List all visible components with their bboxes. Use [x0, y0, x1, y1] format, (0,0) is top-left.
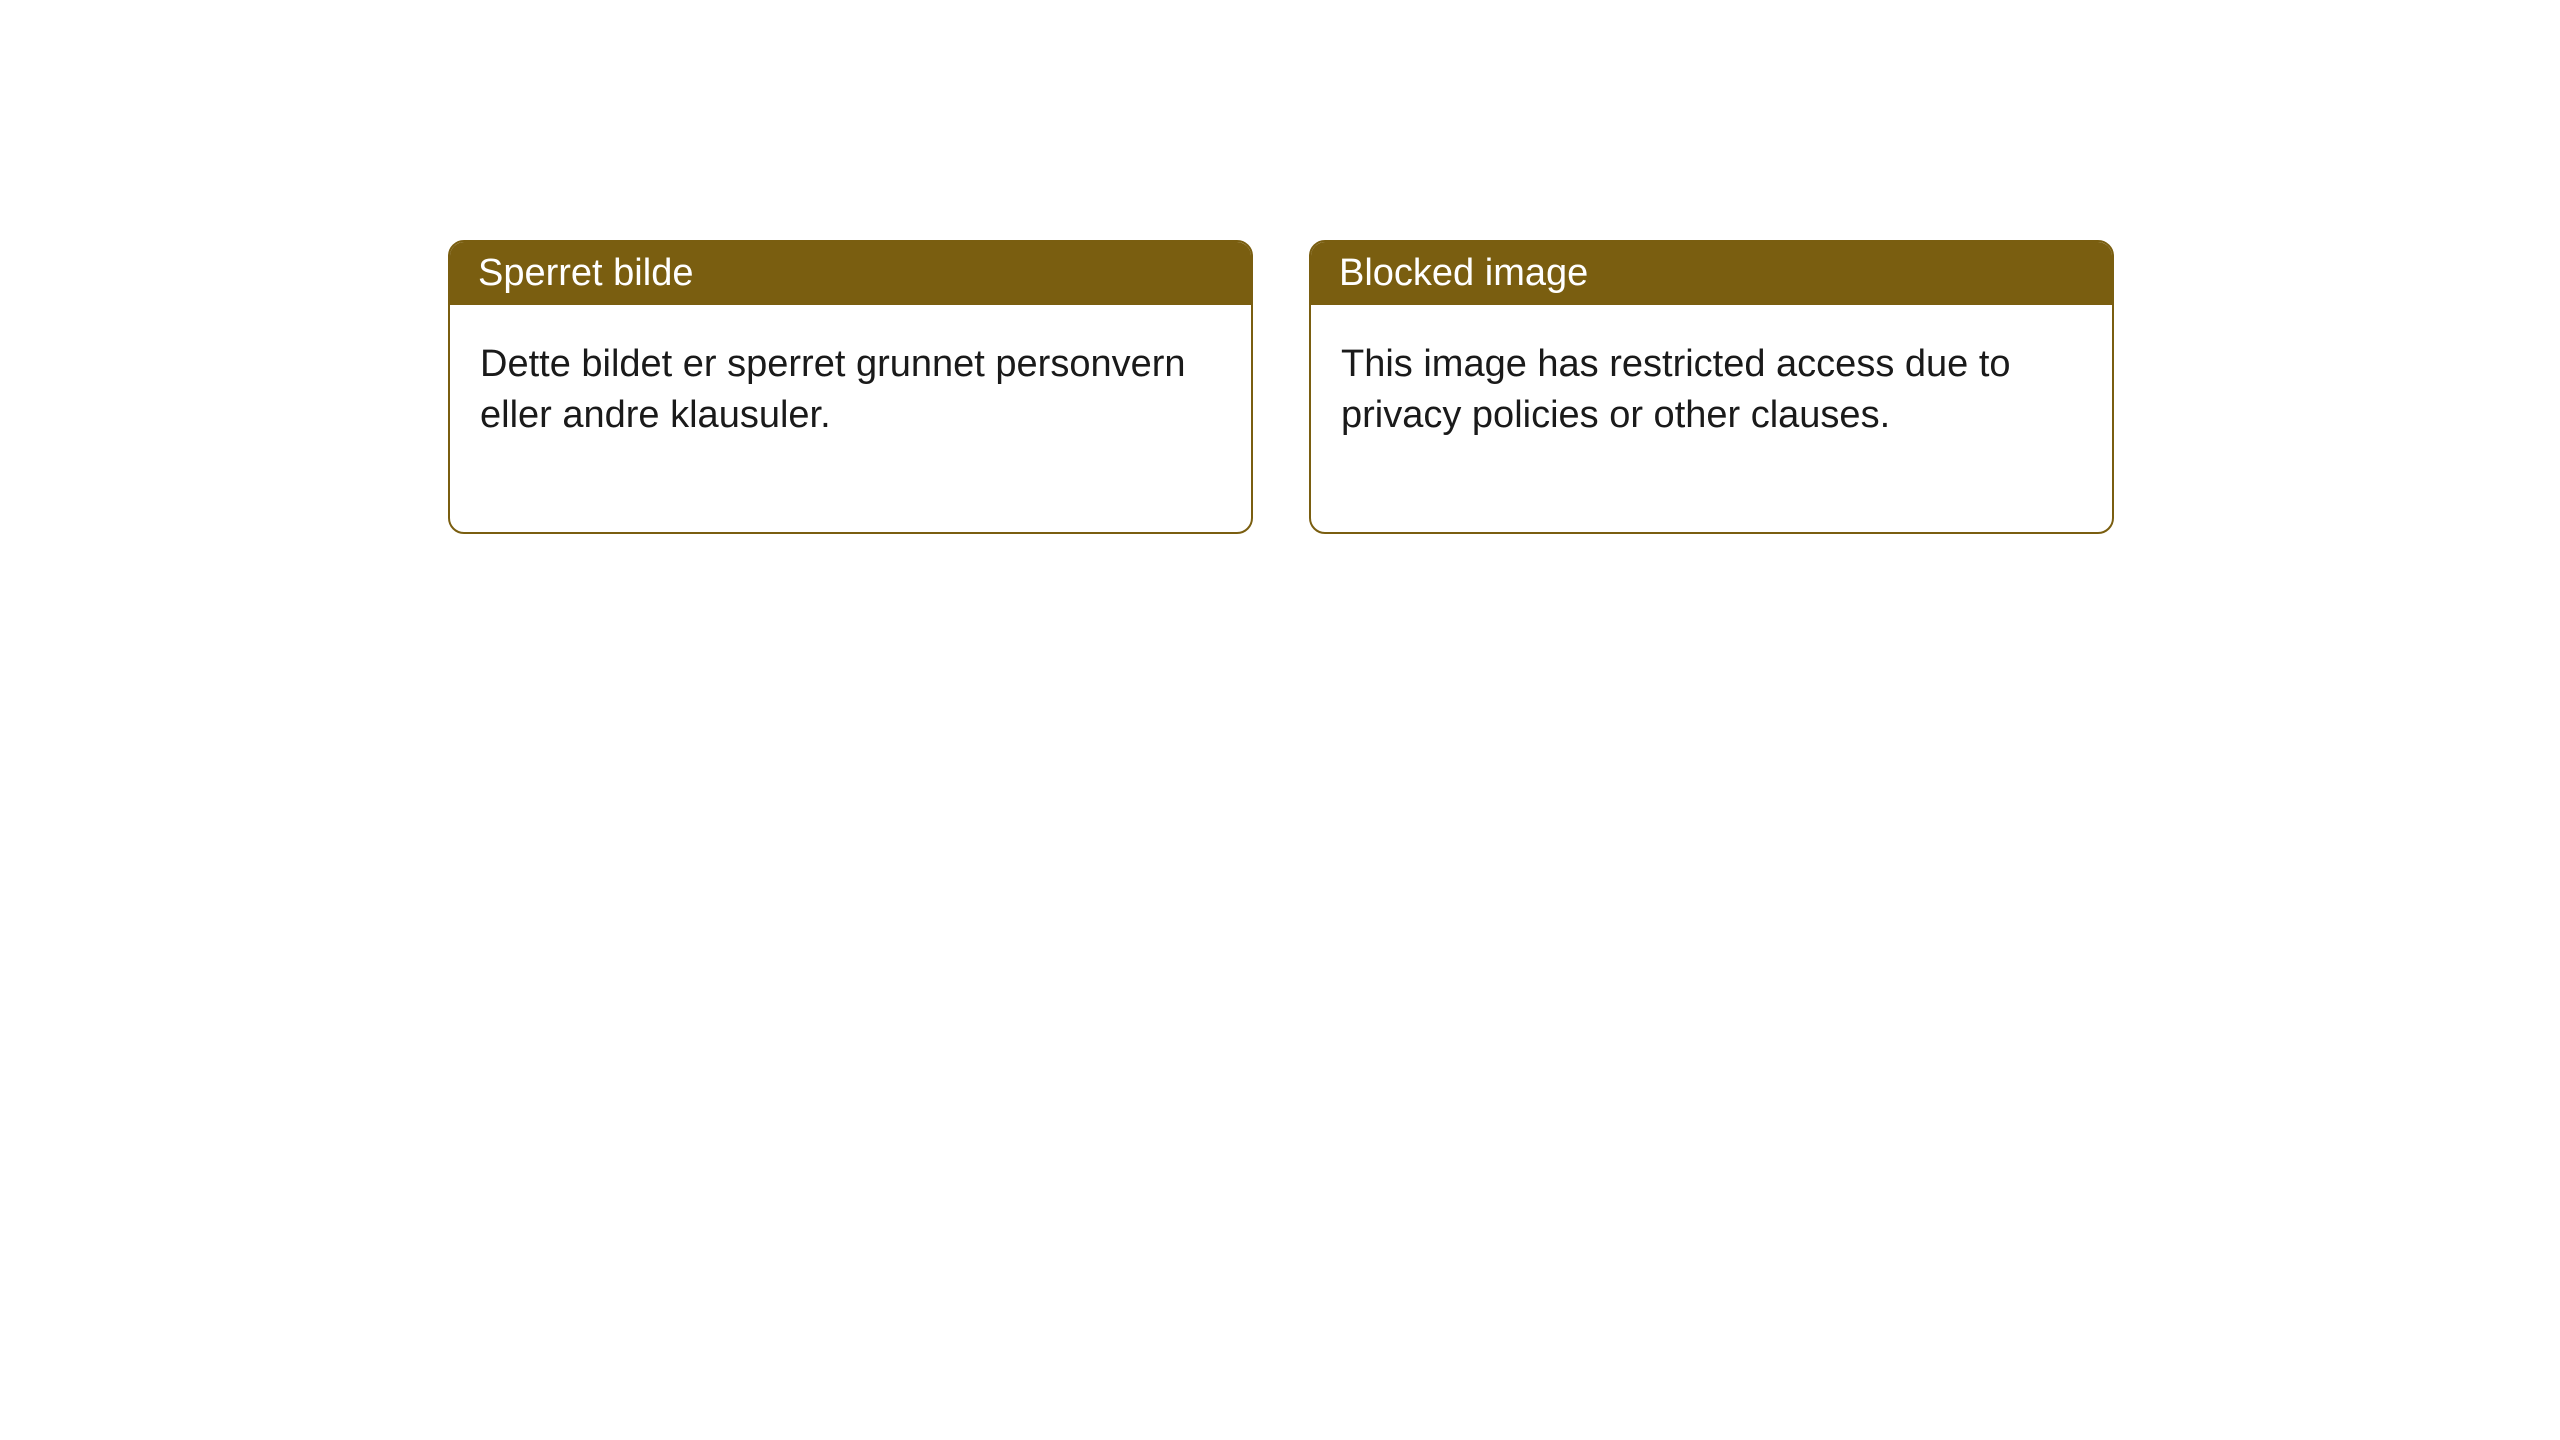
- card-title: Blocked image: [1339, 252, 1588, 294]
- card-title: Sperret bilde: [478, 252, 693, 294]
- card-header: Blocked image: [1311, 242, 2112, 305]
- card-body: This image has restricted access due to …: [1311, 305, 2112, 532]
- card-body-text: This image has restricted access due to …: [1341, 343, 2011, 436]
- notice-card-english: Blocked image This image has restricted …: [1309, 240, 2114, 534]
- notice-container: Sperret bilde Dette bildet er sperret gr…: [0, 0, 2560, 534]
- card-body-text: Dette bildet er sperret grunnet personve…: [480, 343, 1186, 436]
- card-body: Dette bildet er sperret grunnet personve…: [450, 305, 1251, 532]
- card-header: Sperret bilde: [450, 242, 1251, 305]
- notice-card-norwegian: Sperret bilde Dette bildet er sperret gr…: [448, 240, 1253, 534]
